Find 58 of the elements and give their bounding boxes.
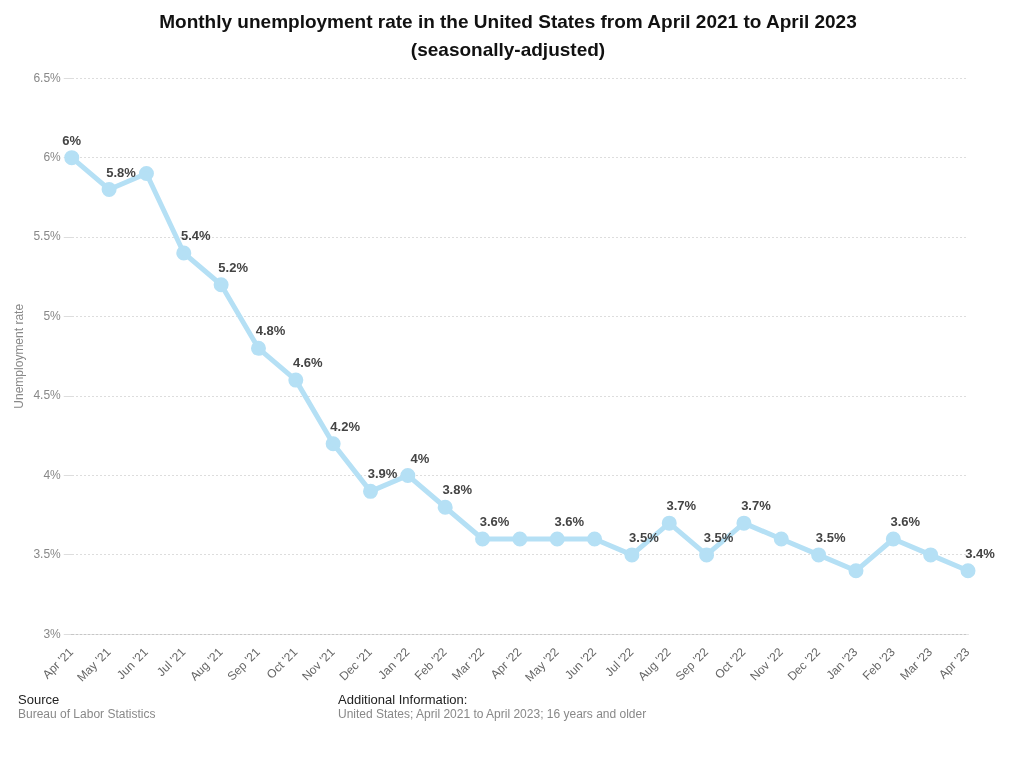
x-tick-label: Apr '21 [39, 644, 77, 682]
x-tick-label: Feb '22 [411, 644, 450, 683]
y-tick-label: 4% [43, 467, 62, 482]
x-tick-label: May '21 [74, 644, 114, 685]
data-label: 4.2% [330, 418, 361, 434]
data-label: 3.9% [367, 466, 398, 482]
x-tick-label: Apr '23 [935, 644, 973, 682]
data-label: 6% [62, 132, 82, 148]
x-tick-label: Oct '22 [711, 644, 749, 682]
data-label: 3.6% [890, 514, 921, 530]
y-tick-label: 3% [43, 626, 62, 641]
data-label: 3.5% [629, 530, 660, 545]
data-label: 3.6% [554, 514, 585, 530]
data-label: 3.6% [479, 514, 510, 530]
y-axis-title: Unemployment rate [11, 303, 26, 409]
x-tick-label: Sep '21 [224, 644, 264, 684]
data-label: 4.6% [292, 355, 324, 371]
y-tick-label: 6% [43, 149, 62, 164]
text: Bureau of Labor Statistics [18, 707, 157, 721]
x-tick-label: Aug '22 [635, 644, 674, 684]
y-tick-label: 4.5% [33, 388, 62, 403]
data-label: 3.8% [442, 482, 473, 498]
x-tick-label: Dec '22 [784, 644, 824, 684]
x-tick-label: May '22 [522, 644, 562, 685]
x-tick-label: Apr '22 [487, 644, 525, 682]
data-label: 3.4% [965, 545, 996, 561]
x-tick-label: Nov '21 [299, 644, 338, 684]
x-tick-label: Mar '23 [897, 644, 936, 683]
data-label: 5.4% [180, 228, 212, 244]
x-tick-label: Jun '21 [113, 644, 152, 683]
y-tick-label: 5% [43, 308, 62, 323]
data-label: 5.8% [106, 164, 137, 180]
text: Additional Information: [338, 692, 469, 707]
x-tick-label: Jul '21 [154, 644, 189, 680]
data-label: 3.7% [666, 498, 697, 514]
chart-title: Monthly unemployment rate in the United States from April 2021 to April 2023 (seasonally-adjusted) [158, 10, 858, 62]
text: United States; April 2021 to April 2023; 16 years and older [338, 707, 647, 721]
x-tick-label: Mar '22 [449, 644, 488, 683]
x-tick-label: Jan '22 [375, 644, 413, 683]
x-tick-label: Nov '22 [747, 644, 786, 684]
x-tick-label: Jul '22 [602, 644, 637, 680]
data-label: 5.2% [218, 259, 249, 275]
y-tick-label: 6.5% [33, 70, 62, 85]
x-tick-label: Aug '21 [187, 644, 226, 684]
x-tick-label: Dec '21 [336, 644, 376, 684]
text: Source [18, 692, 61, 707]
x-tick-label: Jan '23 [823, 644, 861, 683]
x-tick-label: Sep '22 [672, 644, 712, 684]
data-label: 3.5% [703, 530, 734, 545]
x-tick-label: Jun '22 [562, 644, 600, 683]
x-tick-label: Feb '23 [859, 644, 898, 683]
data-label: 4% [410, 450, 430, 466]
x-tick-label: Oct '21 [263, 644, 301, 682]
data-label: 4.8% [255, 323, 286, 339]
y-tick-label: 5.5% [33, 229, 62, 244]
data-label: 3.5% [815, 530, 846, 545]
y-tick-label: 3.5% [33, 547, 62, 562]
data-label: 3.7% [741, 498, 772, 514]
